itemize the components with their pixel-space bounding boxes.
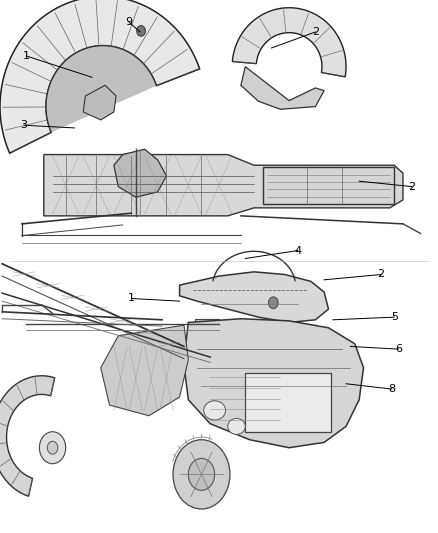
Text: 1: 1: [128, 294, 135, 303]
Polygon shape: [184, 319, 364, 448]
Polygon shape: [46, 46, 156, 132]
Ellipse shape: [204, 401, 226, 420]
Polygon shape: [0, 376, 55, 496]
Circle shape: [47, 441, 58, 454]
Polygon shape: [0, 0, 200, 153]
Text: 4: 4: [294, 246, 301, 255]
Circle shape: [173, 440, 230, 509]
FancyBboxPatch shape: [263, 167, 394, 204]
Circle shape: [188, 458, 215, 490]
Text: 2: 2: [378, 270, 385, 279]
Polygon shape: [195, 319, 219, 340]
Text: 2: 2: [408, 182, 415, 191]
Text: 2: 2: [312, 27, 319, 37]
Polygon shape: [241, 67, 324, 109]
Polygon shape: [83, 85, 116, 120]
Text: 5: 5: [391, 312, 398, 322]
Polygon shape: [232, 8, 346, 77]
FancyBboxPatch shape: [245, 373, 331, 432]
Text: 1: 1: [23, 51, 30, 61]
Circle shape: [137, 26, 145, 36]
Circle shape: [39, 432, 66, 464]
Polygon shape: [180, 272, 328, 322]
Text: 6: 6: [395, 344, 402, 354]
Polygon shape: [114, 149, 166, 197]
Text: 3: 3: [21, 120, 28, 130]
Ellipse shape: [228, 418, 245, 434]
Polygon shape: [44, 155, 403, 216]
Text: 9: 9: [126, 18, 133, 27]
Polygon shape: [101, 325, 188, 416]
Circle shape: [268, 297, 278, 309]
Text: 8: 8: [389, 384, 396, 394]
